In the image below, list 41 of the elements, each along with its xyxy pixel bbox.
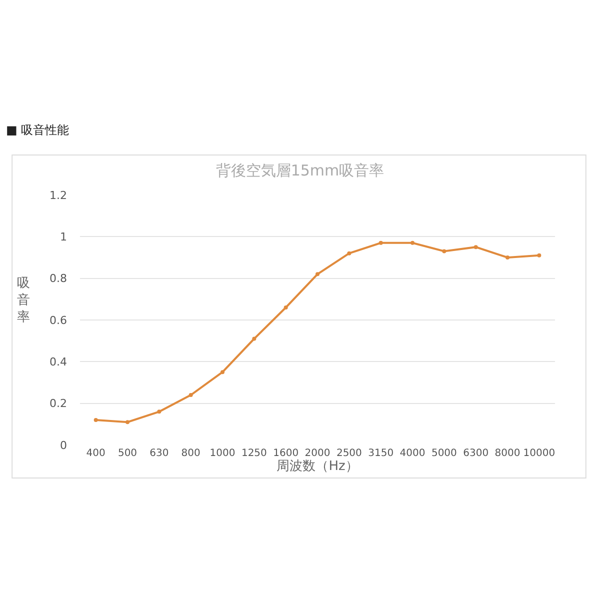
y-tick-label: 0.4 [50, 356, 67, 369]
x-tick-label: 400 [86, 448, 106, 459]
y-tick-label: 0 [60, 438, 67, 452]
x-tick-label: 1250 [241, 448, 267, 459]
x-tick-label: 2000 [304, 448, 330, 459]
x-tick-label: 630 [150, 448, 169, 459]
y-tick-label: 0.2 [50, 397, 67, 410]
x-tick-label: 4000 [400, 448, 426, 459]
point [284, 306, 288, 310]
x-tick-label: 3150 [368, 448, 394, 459]
point [378, 240, 383, 245]
point [474, 245, 478, 250]
y-tick-label: 0.8 [50, 272, 67, 286]
y-axis-title: 吸音率 [17, 276, 30, 325]
point [347, 251, 352, 256]
point [188, 393, 193, 397]
chart-title: 背後空気層15mm吸音率 [216, 161, 384, 180]
point [442, 249, 446, 254]
x-tick-label: 5000 [431, 448, 457, 459]
point [157, 410, 162, 414]
point [506, 256, 510, 260]
x-tick-label: 800 [181, 448, 200, 459]
x-tick-label: 500 [118, 448, 138, 459]
x-axis-title: 周波数（Hz） [276, 459, 358, 474]
x-tick-label: 10000 [523, 448, 556, 459]
x-tick-label: 8000 [494, 448, 520, 459]
x-tick-label: 2500 [336, 448, 362, 459]
point [126, 420, 130, 424]
point [316, 272, 320, 276]
x-tick-label: 1000 [210, 448, 236, 459]
y-tick-label: 1.2 [50, 188, 67, 202]
y-tick-label: 1 [60, 230, 67, 244]
x-tick-label: 1600 [273, 448, 299, 459]
point [252, 336, 256, 341]
text: ■ 吸音性能 [6, 123, 70, 137]
point [537, 253, 542, 258]
point [220, 370, 224, 374]
x-tick-label: 6300 [463, 448, 489, 459]
point [410, 240, 414, 245]
y-tick-label: 0.6 [50, 314, 67, 327]
point [94, 418, 98, 422]
